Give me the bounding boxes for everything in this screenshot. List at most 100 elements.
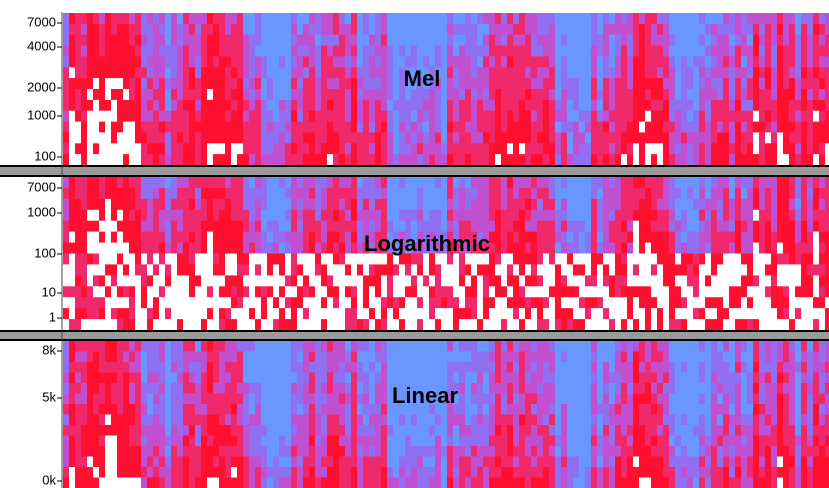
spectrogram-cell bbox=[597, 35, 604, 46]
spectrogram-cell bbox=[621, 478, 628, 488]
spectrogram-cell bbox=[69, 394, 76, 405]
spectrogram-cell bbox=[387, 286, 394, 297]
spectrogram-cell bbox=[507, 13, 514, 24]
spectrogram-cell bbox=[507, 210, 514, 221]
spectrogram-cell bbox=[687, 89, 694, 100]
spectrogram-cell bbox=[75, 243, 82, 254]
spectrogram-cell bbox=[243, 132, 250, 143]
spectrogram-cell bbox=[789, 132, 796, 143]
spectrogram-cell bbox=[651, 56, 658, 67]
spectrogram-cell bbox=[471, 100, 478, 111]
spectrogram-cell bbox=[219, 394, 226, 405]
spectrogram-cell bbox=[135, 286, 142, 297]
spectrogram-cell bbox=[723, 13, 730, 24]
spectrogram-cell bbox=[249, 297, 256, 308]
spectrogram-cell bbox=[393, 297, 400, 308]
spectrogram-cell bbox=[567, 56, 574, 67]
spectrogram-cell bbox=[393, 467, 400, 478]
spectrogram-cell bbox=[825, 35, 829, 46]
spectrogram-cell bbox=[663, 264, 670, 275]
spectrogram-cell bbox=[309, 122, 316, 133]
spectrogram-cell bbox=[489, 210, 496, 221]
spectrogram-cell bbox=[681, 319, 688, 330]
spectrogram-cell bbox=[651, 132, 658, 143]
spectrogram-cell bbox=[327, 111, 334, 122]
spectrogram-cell bbox=[81, 143, 88, 154]
spectrogram-cell bbox=[195, 243, 202, 254]
spectrogram-cell bbox=[615, 394, 622, 405]
spectrogram-cell bbox=[237, 415, 244, 426]
spectrogram-cell bbox=[87, 199, 94, 210]
spectrogram-cell bbox=[339, 154, 346, 165]
spectrogram-cell bbox=[333, 89, 340, 100]
spectrogram-cell bbox=[693, 221, 700, 232]
spectrogram-cell bbox=[405, 13, 412, 24]
spectrogram-cell bbox=[201, 188, 208, 199]
spectrogram-cell bbox=[159, 425, 166, 436]
spectrogram-cell bbox=[87, 254, 94, 265]
spectrogram-cell bbox=[171, 89, 178, 100]
spectrogram-cell bbox=[117, 122, 124, 133]
spectrogram-cell bbox=[399, 35, 406, 46]
spectrogram-cell bbox=[609, 100, 616, 111]
spectrogram-cell bbox=[717, 143, 724, 154]
spectrogram-cell bbox=[189, 154, 196, 165]
spectrogram-cell bbox=[609, 199, 616, 210]
spectrogram-cell bbox=[825, 24, 829, 35]
spectrogram-cell bbox=[369, 467, 376, 478]
spectrogram-cell bbox=[81, 243, 88, 254]
spectrogram-cell bbox=[63, 243, 70, 254]
spectrogram-cell bbox=[183, 46, 190, 57]
spectrogram-cell bbox=[207, 394, 214, 405]
spectrogram-cell bbox=[747, 100, 754, 111]
spectrogram-cell bbox=[489, 394, 496, 405]
spectrogram-cell bbox=[585, 467, 592, 478]
spectrogram-cell bbox=[585, 383, 592, 394]
spectrogram-cell bbox=[465, 264, 472, 275]
spectrogram-cell bbox=[525, 394, 532, 405]
spectrogram-cell bbox=[183, 436, 190, 447]
spectrogram-cell bbox=[675, 264, 682, 275]
spectrogram-cell bbox=[477, 341, 484, 352]
spectrogram-cell bbox=[315, 188, 322, 199]
spectrogram-cell bbox=[393, 24, 400, 35]
spectrogram-cell bbox=[507, 154, 514, 165]
spectrogram-cell bbox=[513, 341, 520, 352]
spectrogram-cell bbox=[621, 341, 628, 352]
spectrogram-cell bbox=[189, 132, 196, 143]
spectrogram-cell bbox=[615, 457, 622, 468]
spectrogram-cell bbox=[651, 46, 658, 57]
spectrogram-cell bbox=[639, 404, 646, 415]
spectrogram-cell bbox=[699, 232, 706, 243]
spectrogram-cell bbox=[645, 446, 652, 457]
spectrogram-cell bbox=[663, 352, 670, 363]
spectrogram-cell bbox=[333, 425, 340, 436]
spectrogram-cell bbox=[195, 286, 202, 297]
spectrogram-cell bbox=[183, 78, 190, 89]
spectrogram-cell bbox=[519, 35, 526, 46]
spectrogram-cell bbox=[495, 467, 502, 478]
spectrogram-cell bbox=[663, 188, 670, 199]
spectrogram-cell bbox=[123, 319, 130, 330]
spectrogram-cell bbox=[339, 394, 346, 405]
spectrogram-cell bbox=[633, 78, 640, 89]
spectrogram-cell bbox=[825, 286, 829, 297]
spectrogram-cell bbox=[297, 132, 304, 143]
spectrogram-cell bbox=[291, 177, 298, 188]
spectrogram-cell bbox=[609, 415, 616, 426]
spectrogram-cell bbox=[207, 254, 214, 265]
spectrogram-cell bbox=[411, 341, 418, 352]
spectrogram-cell bbox=[609, 154, 616, 165]
spectrogram-cell bbox=[183, 415, 190, 426]
spectrogram-cell bbox=[75, 415, 82, 426]
spectrogram-cell bbox=[789, 264, 796, 275]
spectrogram-cell bbox=[597, 24, 604, 35]
spectrogram-cell bbox=[327, 478, 334, 488]
spectrogram-cell bbox=[639, 394, 646, 405]
spectrogram-cell bbox=[513, 24, 520, 35]
spectrogram-cell bbox=[639, 154, 646, 165]
spectrogram-cell bbox=[507, 275, 514, 286]
spectrogram-cell bbox=[201, 89, 208, 100]
spectrogram-cell bbox=[663, 24, 670, 35]
spectrogram-cell bbox=[381, 415, 388, 426]
